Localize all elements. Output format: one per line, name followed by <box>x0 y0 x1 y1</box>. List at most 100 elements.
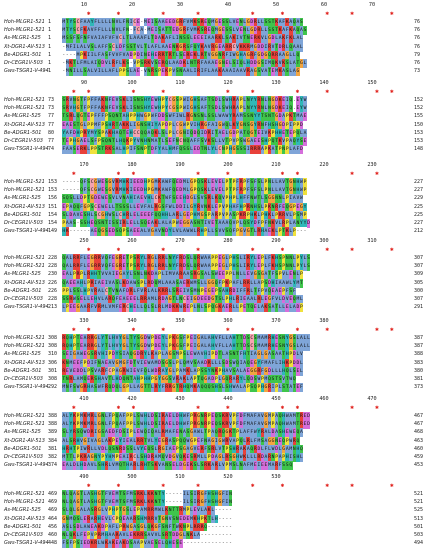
sequence-start-number: 469 <box>48 491 58 497</box>
sequence-start-number: 301 <box>48 367 58 374</box>
sequence-end-number: 291 <box>414 304 424 311</box>
ruler-tick-label: 40 <box>224 2 232 8</box>
sequence-start-number: 228 <box>48 296 58 302</box>
sequence-end-number: 467 <box>414 413 424 419</box>
sequence-end-number: 76 <box>414 27 421 34</box>
sequence-start-number: 374 <box>48 462 58 469</box>
sequence-end-number: 467 <box>414 421 424 428</box>
conservation-stars: ✱ ✱ ✱ ✱ ✱ ✱ ✱ ✱ ✱ <box>62 10 412 17</box>
ruler-tick-label: 410 <box>79 396 89 402</box>
conserved-star-icon: ✱ <box>350 404 354 411</box>
ruler-tick-label: 230 <box>367 162 377 168</box>
conserved-star-icon: ✱ <box>280 246 285 253</box>
ruler-tick-label: 50 <box>272 2 280 8</box>
conserved-star-icon: ✱ <box>131 326 136 333</box>
ruler-tick-label: 280 <box>223 238 233 244</box>
ruler-tick-label: 250 <box>79 238 89 244</box>
conserved-star-icon: ✱ <box>86 326 91 333</box>
sequence-end-number: 513 <box>414 515 424 522</box>
ruler-tick-label: 340 <box>127 318 137 324</box>
sequence-label: Dr-CEGR1V-503 <box>4 220 43 226</box>
conserved-star-icon: ✱ <box>161 246 166 253</box>
ruler-tick-label: 300 <box>319 238 329 244</box>
conserved-star-icon: ✱ <box>71 88 76 95</box>
sequence-start-number: 469 <box>48 499 58 506</box>
sequence-end-number: 373 <box>414 384 424 391</box>
conserved-star-icon: ✱ <box>250 10 255 17</box>
sequence-label: Gws-TSGR1-V-494 <box>4 68 49 75</box>
sequence-row: Gws-TSGR1-V-494 374 E A L D L H D A V L S H R L V M Q T H A R L… <box>0 461 435 471</box>
position-ruler: 330 340 350 360 370 380 <box>62 318 412 327</box>
position-ruler: 170 180 190 200 210 220 230 <box>62 162 412 171</box>
sequence-label: Dr-CEGR1V-503 <box>4 532 43 538</box>
sequence-label: As-MLGR1-525 <box>4 195 41 202</box>
conserved-star-icon: ✱ <box>71 326 76 333</box>
sequence-row: Be-ADGR1-501 226 P P L S S L H P V R A L C T V N A F D R L F V R L… <box>0 286 435 296</box>
conserved-star-icon: ✱ <box>375 170 379 177</box>
ruler-tick-label: 420 <box>127 396 137 402</box>
conserved-star-icon: ✱ <box>250 326 255 333</box>
sequence-row: Dr-CEGR1V-503 1 - M K T L F M L A I Q D V L R F L K S - V P S R K V… <box>0 59 435 68</box>
sequence-label: Hoh-MLGR1-521 <box>4 413 45 419</box>
alignment-block: ✱ ✱ ✱ ✱ ✱ ✱ ✱ ✱ ✱ 410 420 430 440 450 460 470 Hoh-MLGR1-… <box>0 396 435 471</box>
sequence-row: As-MLGR1-525 1 M S S F S F N F V A I A F V F V C L T L A A A F L T D… <box>0 34 435 44</box>
sequence-start-number: 308 <box>48 335 58 341</box>
sequence-label: Dr-CEGR1V-503 <box>4 138 43 144</box>
sequence-end-number: 383 <box>414 359 424 366</box>
sequence-label: Gws-TSGR1-V-494 <box>4 540 49 547</box>
sequence-end-number: 225 <box>414 203 424 210</box>
conserved-star-icon: ✱ <box>196 10 200 17</box>
sequence-row: Xt-DGR1-AV-513 1 - M F I L A L V S L A F F S C L D F S S T V L T L… <box>0 42 435 52</box>
sequence-start-number: 226 <box>48 279 58 286</box>
conserved-star-icon: ✱ <box>196 246 200 253</box>
ruler-tick-label: 140 <box>319 80 329 86</box>
conserved-star-icon: ✱ <box>280 404 285 411</box>
sequence-label: Be-ADGR1-501 <box>4 287 42 294</box>
sequence-row: Be-ADGR1-501 80 Y A F D H P R Y M Y S P A K H A Q T E H C C Q Q A Q… <box>0 128 435 138</box>
conserved-star-icon: ✱ <box>131 170 136 177</box>
sequence-row: Gws-TSGR1-V-494 448 F S F P S I E D K R L W K A K E A K D S A A… <box>0 539 435 549</box>
conserved-star-icon: ✱ <box>325 246 330 253</box>
ruler-tick-label: 220 <box>319 162 329 168</box>
sequence-row: As-MLGR1-525 469 S L Q L G A L A S R G L V P H P T G S L E P A M R… <box>0 506 435 516</box>
sequence-row: Hoh-MLGR1-521 308 R Q H P T E A R R G L Y T L H V Y G L T Y S G D… <box>0 334 435 343</box>
sequence-label: Dr-CEGR1V-503 <box>4 60 43 66</box>
ruler-tick-label: 490 <box>79 474 89 480</box>
sequence-start-number: 1 <box>48 43 52 50</box>
sequence-end-number: 152 <box>414 105 424 112</box>
sequence-label: Hoh-MLGR1-521 <box>4 499 45 506</box>
sequence-row: As-MLGR1-525 310 S E I G A W E G S R V H I P D Y S I A Q G D R Y L… <box>0 350 435 360</box>
conserved-star-icon: ✱ <box>250 482 255 489</box>
conserved-star-icon: ✱ <box>131 404 136 411</box>
sequence-start-number: 1 <box>48 19 52 25</box>
sequence-start-number: 1 <box>48 60 52 66</box>
ruler-tick-label: 110 <box>175 80 185 86</box>
sequence-end-number: 155 <box>414 113 424 120</box>
ruler-tick-label: 430 <box>175 396 185 402</box>
conserved-star-icon: ✱ <box>280 170 285 177</box>
sequence-start-number: 149 <box>48 228 58 235</box>
sequence-end-number: 76 <box>414 43 421 50</box>
ruler-tick-label: 60 <box>320 2 328 8</box>
sequence-label: Hoh-MLGR1-521 <box>4 335 45 341</box>
sequence-start-number: 469 <box>48 507 58 514</box>
sequence-start-number: 228 <box>48 263 58 270</box>
sequence-label: As-MLGR1-525 <box>4 271 41 278</box>
sequence-label: Gws-TSGR1-V-494 <box>4 384 49 391</box>
sequence-end-number: 494 <box>414 540 424 547</box>
sequence-label: Be-ADGR1-501 <box>4 367 42 374</box>
conserved-star-icon: ✱ <box>280 10 285 17</box>
conserved-star-icon: ✱ <box>325 482 330 489</box>
ruler-tick-label: 290 <box>271 238 281 244</box>
sequence-end-number: 225 <box>414 211 424 218</box>
